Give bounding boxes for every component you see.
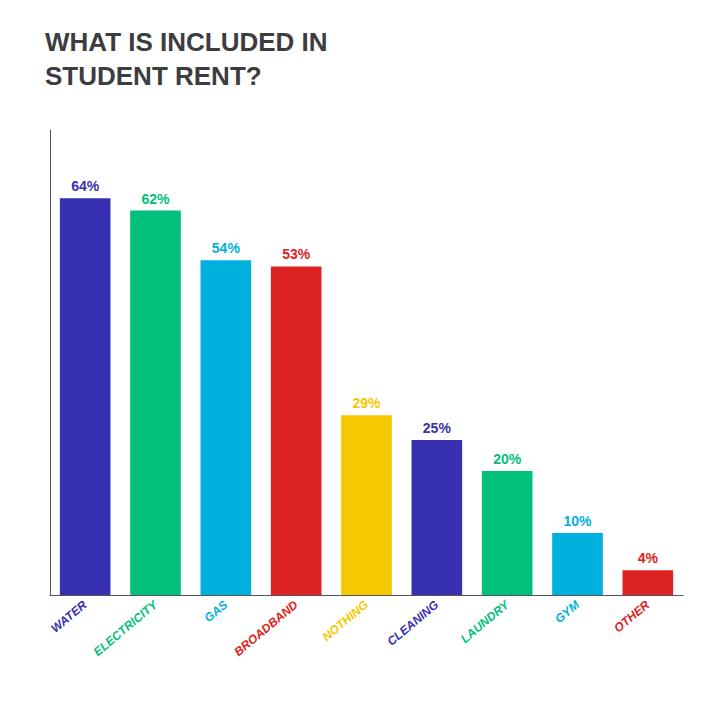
svg-text:NOTHING: NOTHING	[320, 598, 371, 644]
svg-text:WATER: WATER	[48, 597, 90, 635]
svg-text:10%: 10%	[563, 513, 592, 529]
svg-text:GYM: GYM	[552, 597, 583, 626]
svg-text:WHAT IS INCLUDED IN: WHAT IS INCLUDED IN	[45, 27, 328, 57]
svg-text:CLEANING: CLEANING	[384, 598, 441, 649]
svg-text:53%: 53%	[282, 246, 311, 262]
svg-text:4%: 4%	[638, 550, 659, 566]
svg-text:20%: 20%	[493, 451, 522, 467]
svg-text:LAUNDRY: LAUNDRY	[458, 597, 513, 646]
svg-text:BROADBAND: BROADBAND	[231, 597, 301, 659]
svg-text:STUDENT RENT?: STUDENT RENT?	[45, 61, 262, 91]
svg-text:ELECTRICITY: ELECTRICITY	[91, 597, 161, 659]
svg-text:64%: 64%	[71, 178, 100, 194]
svg-text:GAS: GAS	[201, 598, 230, 625]
svg-text:25%: 25%	[423, 420, 452, 436]
svg-text:29%: 29%	[352, 395, 381, 411]
svg-text:OTHER: OTHER	[611, 597, 652, 635]
svg-text:62%: 62%	[141, 191, 170, 207]
svg-text:54%: 54%	[212, 240, 241, 256]
